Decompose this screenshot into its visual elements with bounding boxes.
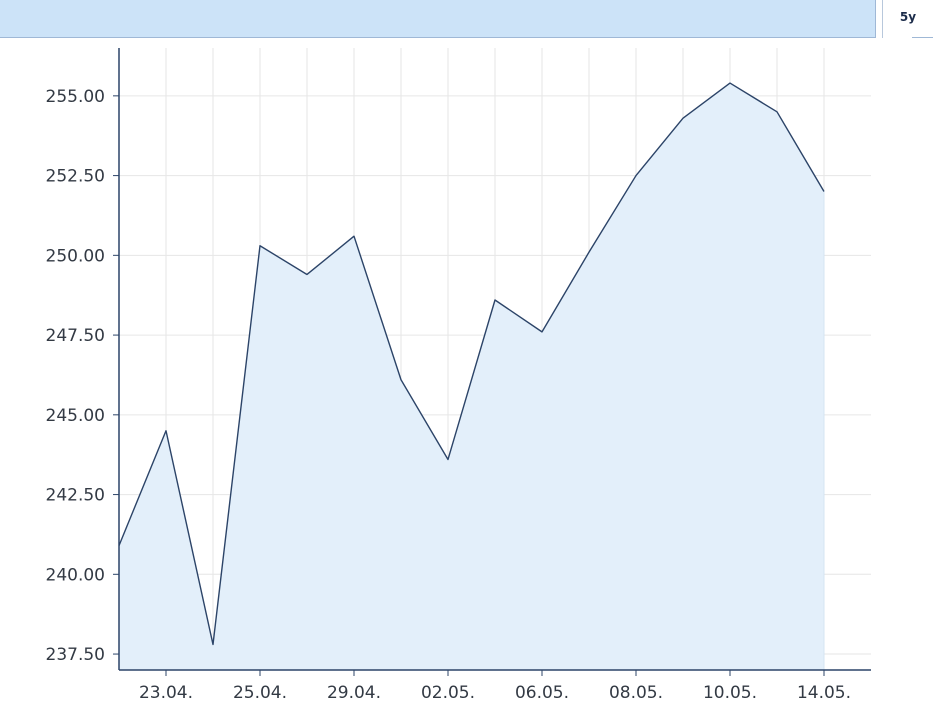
data-point[interactable]	[774, 109, 780, 115]
x-tick-label: 29.04.	[327, 683, 381, 703]
data-point[interactable]	[633, 173, 639, 179]
x-tick-label: 06.05.	[515, 683, 569, 703]
x-tick-label: 14.05.	[797, 683, 851, 703]
data-point[interactable]	[492, 297, 498, 303]
data-point[interactable]	[821, 189, 827, 195]
y-axis-tick-labels: 237.50 240.00 242.50 245.00 247.50 250.00 252.…	[46, 87, 105, 665]
chart-header-bar	[0, 0, 876, 38]
y-tick-label: 250.00	[46, 246, 105, 266]
data-point[interactable]	[680, 115, 686, 121]
data-point[interactable]	[304, 271, 310, 277]
y-tick-label: 255.00	[46, 87, 105, 107]
x-axis-tick-labels: 23.04. 25.04. 29.04. 02.05. 06.05. 08.05. 10.0…	[139, 683, 851, 703]
range-tab-underline	[912, 37, 933, 38]
x-tick-label: 23.04.	[139, 683, 193, 703]
data-point[interactable]	[539, 329, 545, 335]
range-tab-5y[interactable]: 5y	[882, 0, 933, 38]
data-point[interactable]	[351, 233, 357, 239]
x-tick-label: 10.05.	[703, 683, 757, 703]
y-tick-label: 237.50	[46, 645, 105, 665]
y-tick-label: 247.50	[46, 326, 105, 346]
data-point[interactable]	[210, 641, 216, 647]
area-fill	[119, 83, 824, 671]
y-tick-label: 245.00	[46, 406, 105, 426]
data-point[interactable]	[163, 428, 169, 434]
area-series	[118, 80, 827, 671]
data-point[interactable]	[445, 456, 451, 462]
x-tick-label: 02.05.	[421, 683, 475, 703]
axes	[113, 48, 871, 676]
y-tick-label: 240.00	[46, 565, 105, 585]
x-tick-label: 08.05.	[609, 683, 663, 703]
data-point[interactable]	[257, 243, 263, 249]
data-point[interactable]	[586, 249, 592, 255]
y-tick-label: 242.50	[46, 486, 105, 506]
x-tick-label: 25.04.	[233, 683, 287, 703]
y-tick-label: 252.50	[46, 167, 105, 187]
data-point[interactable]	[727, 80, 733, 86]
data-point[interactable]	[398, 377, 404, 383]
price-line	[118, 82, 825, 646]
